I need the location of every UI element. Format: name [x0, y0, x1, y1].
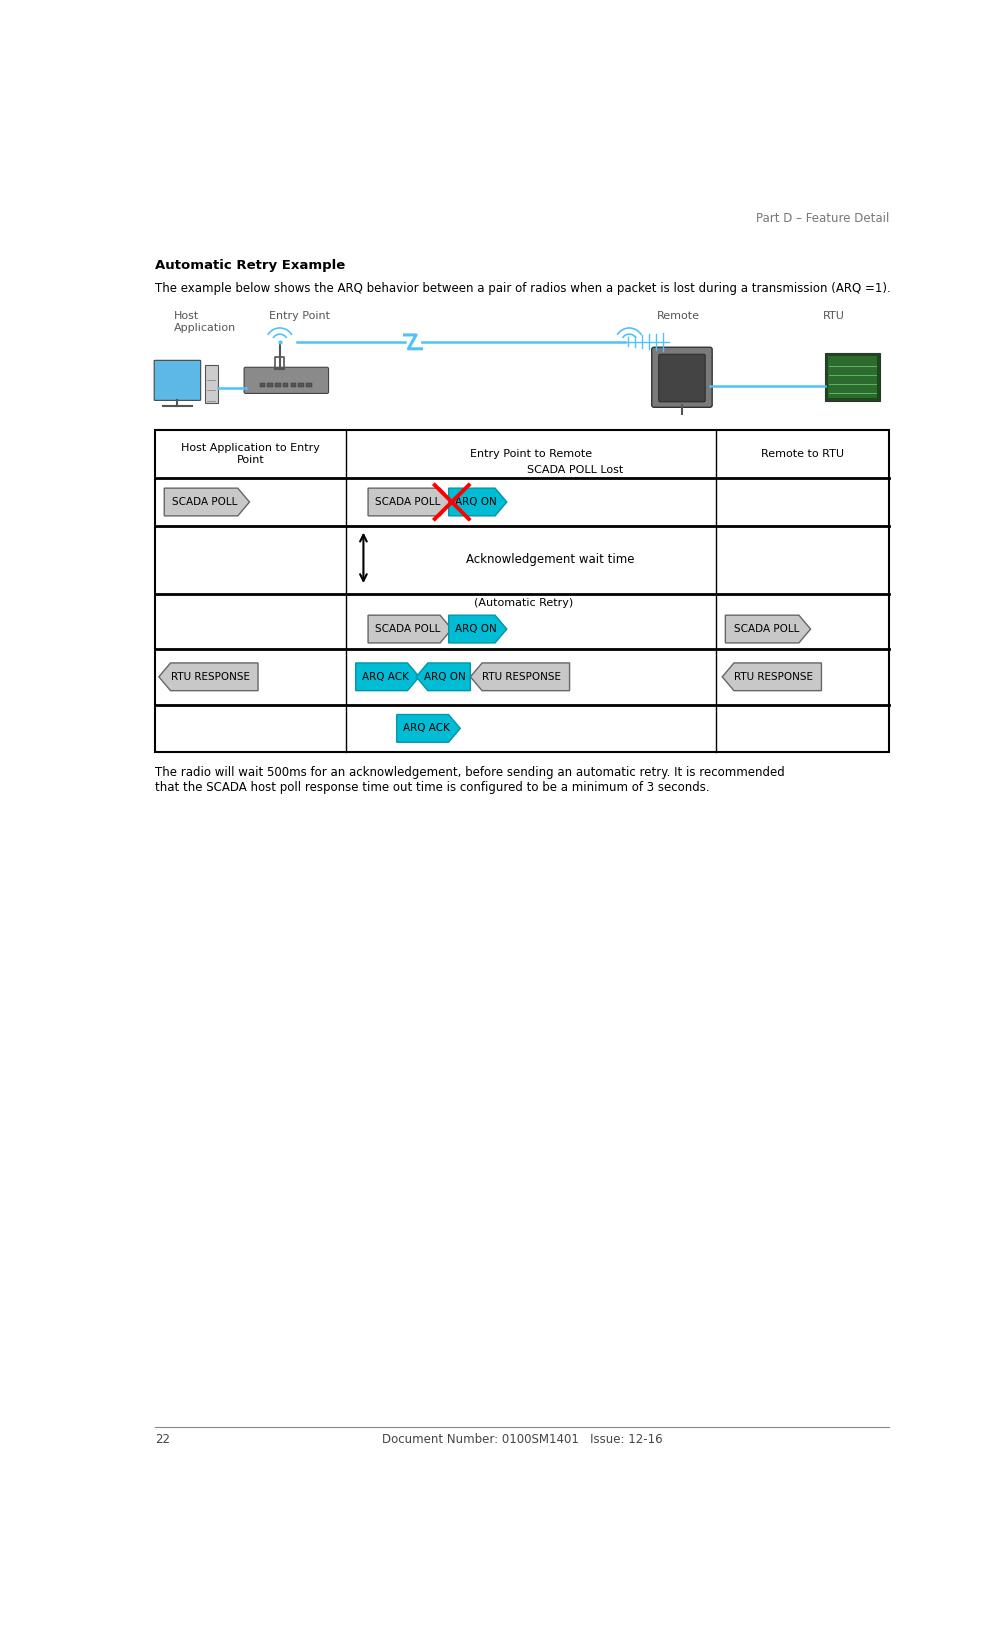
Text: RTU: RTU: [822, 311, 845, 321]
Bar: [283, 383, 288, 388]
Text: Host
Application: Host Application: [174, 311, 236, 332]
Polygon shape: [470, 663, 569, 690]
FancyBboxPatch shape: [658, 353, 704, 402]
Text: Document Number: 0100SM1401   Issue: 12-16: Document Number: 0100SM1401 Issue: 12-16: [381, 1433, 662, 1446]
Polygon shape: [396, 715, 459, 743]
Bar: [267, 383, 273, 388]
Text: Acknowledgement wait time: Acknowledgement wait time: [465, 553, 634, 566]
FancyBboxPatch shape: [154, 360, 201, 401]
FancyBboxPatch shape: [651, 347, 711, 407]
Polygon shape: [448, 488, 507, 515]
Bar: [205, 365, 218, 404]
Text: ARQ ON: ARQ ON: [423, 672, 465, 682]
Text: Entry Point: Entry Point: [269, 311, 330, 321]
Text: (Automatic Retry): (Automatic Retry): [473, 599, 573, 609]
FancyBboxPatch shape: [244, 366, 328, 393]
Polygon shape: [448, 615, 507, 643]
Polygon shape: [415, 663, 470, 690]
Polygon shape: [164, 488, 250, 515]
Text: 22: 22: [154, 1433, 170, 1446]
Text: Entry Point to Remote: Entry Point to Remote: [469, 450, 592, 460]
Text: ARQ ACK: ARQ ACK: [362, 672, 408, 682]
Text: SCADA POLL: SCADA POLL: [173, 497, 238, 507]
Polygon shape: [158, 663, 258, 690]
Text: Remote: Remote: [656, 311, 699, 321]
Text: SCADA POLL Lost: SCADA POLL Lost: [527, 465, 623, 474]
Polygon shape: [368, 488, 451, 515]
Text: Part D – Feature Detail: Part D – Feature Detail: [754, 213, 888, 226]
Text: The example below shows the ARQ behavior between a pair of radios when a packet : The example below shows the ARQ behavior…: [154, 281, 890, 294]
Text: SCADA POLL: SCADA POLL: [375, 623, 440, 635]
Text: RTU RESPONSE: RTU RESPONSE: [171, 672, 250, 682]
Polygon shape: [355, 663, 419, 690]
Bar: [823, 353, 880, 401]
Polygon shape: [724, 615, 809, 643]
Bar: [154, 430, 888, 753]
Text: ARQ ON: ARQ ON: [454, 497, 496, 507]
Bar: [260, 383, 265, 388]
Text: Automatic Retry Example: Automatic Retry Example: [154, 258, 345, 272]
Bar: [275, 383, 280, 388]
Text: The radio will wait 500ms for an acknowledgement, before sending an automatic re: The radio will wait 500ms for an acknowl…: [154, 766, 784, 793]
Text: SCADA POLL: SCADA POLL: [375, 497, 440, 507]
Text: SCADA POLL: SCADA POLL: [733, 623, 798, 635]
Bar: [306, 383, 311, 388]
Text: RTU RESPONSE: RTU RESPONSE: [481, 672, 561, 682]
Bar: [826, 357, 877, 398]
Text: Host Application to Entry
Point: Host Application to Entry Point: [182, 443, 320, 465]
Polygon shape: [721, 663, 820, 690]
Text: ARQ ON: ARQ ON: [454, 623, 496, 635]
Bar: [290, 383, 296, 388]
Bar: [298, 383, 304, 388]
Polygon shape: [368, 615, 451, 643]
Text: Remote to RTU: Remote to RTU: [760, 450, 844, 460]
Text: ARQ ACK: ARQ ACK: [403, 723, 449, 733]
Text: RTU RESPONSE: RTU RESPONSE: [733, 672, 812, 682]
